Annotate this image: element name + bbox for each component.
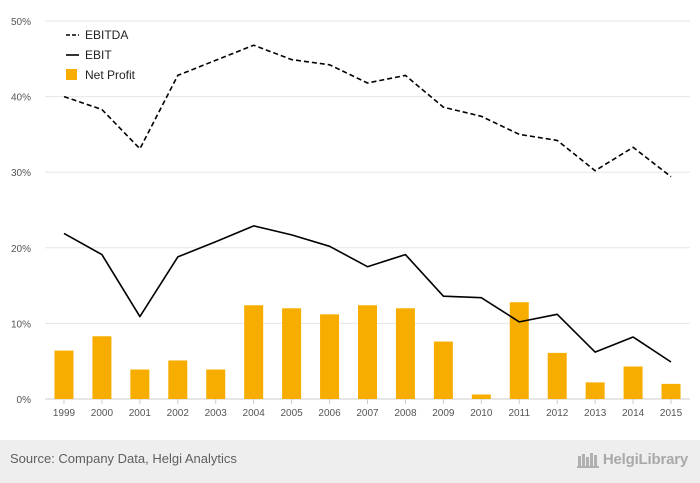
net-profit-bar [395, 308, 415, 399]
chart-svg: 0% 10% 20% 30% 40% 50% 1999 2000 2001 2002 2003 200… [11, 17, 690, 419]
ebitda-line [63, 44, 672, 178]
x-tick-label: 1999 [53, 408, 76, 419]
net-profit-bar [244, 305, 264, 399]
net-profit-bar [585, 382, 605, 399]
y-tick-label: 30% [11, 168, 31, 179]
x-tick-label: 2011 [509, 408, 531, 419]
x-tick-label: 2004 [243, 408, 266, 419]
library-icon [576, 453, 599, 468]
x-tick-label: 2008 [394, 408, 417, 419]
x-tick-label: 2005 [280, 408, 303, 419]
net-profit-bar [471, 394, 491, 399]
x-tick-label: 2010 [470, 408, 493, 419]
y-tick-label: 20% [11, 244, 31, 255]
net-profit-bar [547, 352, 567, 399]
source-text: Source: Company Data, Helgi Analytics [10, 451, 237, 466]
ebit-line [63, 225, 672, 363]
x-tick-label: 2013 [584, 408, 607, 419]
y-tick-label: 40% [11, 93, 31, 104]
x-tick-label: 2009 [432, 408, 455, 419]
legend-label: Net Profit [85, 68, 136, 82]
net-profit-bar [92, 336, 112, 399]
net-profit-bar [206, 369, 226, 399]
net-profit-bar [509, 302, 529, 399]
x-tick-label: 2000 [91, 408, 114, 419]
x-tick-label: 2003 [205, 408, 228, 419]
legend-label: EBITDA [85, 28, 128, 42]
net-profit-bar [168, 360, 188, 399]
legend-swatch-net-profit [66, 69, 77, 80]
x-tick-label: 2014 [622, 408, 645, 419]
legend-label: EBIT [85, 48, 112, 62]
y-tick-label: 50% [11, 17, 31, 28]
net-profit-bar [54, 350, 74, 399]
x-tick-label: 2007 [356, 408, 379, 419]
y-tick-label: 0% [17, 395, 32, 406]
net-profit-bar [623, 366, 643, 399]
net-profit-bar [433, 341, 453, 399]
chart-area: 0% 10% 20% 30% 40% 50% 1999 2000 2001 2002 2003 200… [10, 17, 690, 419]
net-profit-bar [320, 314, 340, 399]
x-tick-label: 2002 [167, 408, 190, 419]
net-profit-bar [130, 369, 150, 399]
y-tick-label: 10% [11, 319, 31, 330]
net-profit-bar [282, 308, 302, 399]
brand-name: HelgiLibrary [602, 450, 688, 468]
x-tick-label: 2001 [129, 408, 152, 419]
net-profit-bar [661, 383, 681, 399]
net-profit-bar [358, 305, 377, 399]
x-tick-label: 2012 [546, 408, 569, 419]
x-tick-label: 2006 [318, 408, 341, 419]
x-tick-label: 2015 [660, 408, 683, 419]
brand-logo[interactable]: HelgiLibrary [576, 450, 688, 468]
footer: Source: Company Data, Helgi Analytics He… [0, 440, 700, 483]
